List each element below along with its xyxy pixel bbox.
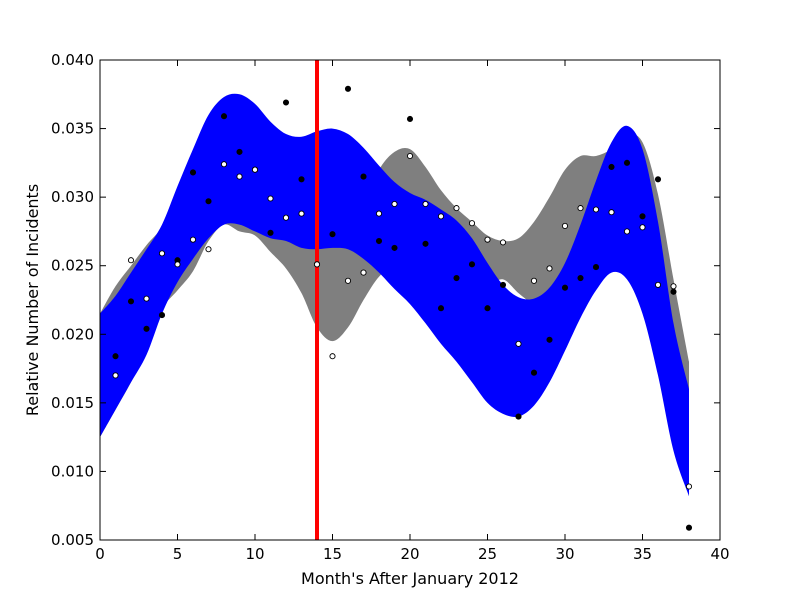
y-axis-ticks: 0.005 0.010 0.015 0.020 0.025 0.030 0.035 0.040	[51, 51, 720, 549]
filled-data-point	[267, 229, 274, 236]
filled-data-point	[623, 159, 631, 166]
x-axis-ticks: 0 5 10 15 20 25 30 35 40	[95, 60, 730, 563]
x-axis-label: Month's After January 2012	[301, 569, 519, 588]
open-data-point	[623, 228, 631, 235]
filled-data-point	[143, 325, 150, 332]
filled-data-point	[189, 169, 197, 176]
filled-data-point	[685, 524, 693, 531]
filled-data-point	[205, 198, 212, 205]
open-data-point	[205, 246, 212, 253]
open-data-point	[468, 220, 476, 227]
x-tick-label: 30	[555, 545, 574, 563]
filled-data-point	[484, 305, 491, 312]
open-data-point	[592, 206, 600, 213]
blue-confidence-band	[100, 93, 689, 497]
open-data-point	[546, 265, 553, 272]
filled-data-point	[360, 173, 367, 180]
open-data-point	[391, 200, 398, 208]
open-data-point	[639, 224, 646, 231]
open-data-point	[484, 236, 491, 243]
filled-data-point	[546, 336, 553, 343]
x-tick-label: 0	[95, 545, 105, 563]
data-points	[112, 85, 693, 531]
open-data-point	[329, 353, 336, 360]
y-tick-label: 0.005	[51, 531, 94, 549]
filled-data-point	[654, 176, 662, 183]
y-axis-label: Relative Number of Incidents	[23, 184, 42, 416]
open-data-point	[127, 257, 135, 264]
open-data-point	[561, 222, 569, 229]
x-tick-label: 40	[710, 545, 729, 563]
filled-data-point	[561, 284, 569, 291]
open-data-point	[220, 161, 228, 168]
open-data-point	[236, 173, 243, 180]
open-data-point	[453, 205, 460, 212]
open-data-point	[530, 277, 538, 284]
x-tick-label: 15	[323, 545, 342, 563]
open-data-point	[499, 239, 507, 246]
open-data-point	[158, 250, 166, 257]
y-tick-label: 0.010	[51, 462, 94, 480]
open-data-point	[437, 213, 445, 220]
x-tick-label: 5	[173, 545, 183, 563]
open-data-point	[143, 295, 150, 302]
filled-data-point	[127, 298, 135, 305]
open-data-point	[422, 200, 429, 208]
open-data-point	[282, 214, 290, 221]
open-data-point	[298, 210, 305, 217]
open-data-point	[375, 210, 383, 217]
filled-data-point	[515, 413, 522, 420]
filled-data-point	[468, 261, 476, 268]
open-data-point	[654, 281, 662, 288]
open-data-point	[313, 261, 321, 268]
confidence-bands	[100, 93, 689, 497]
open-data-point	[608, 209, 615, 216]
filled-data-point	[592, 264, 600, 271]
y-tick-label: 0.035	[51, 120, 94, 138]
open-data-point	[685, 483, 693, 490]
filled-data-point	[375, 237, 383, 245]
y-tick-label: 0.015	[51, 394, 94, 412]
filled-data-point	[391, 244, 398, 251]
x-tick-label: 35	[633, 545, 652, 563]
y-tick-label: 0.030	[51, 188, 94, 206]
open-data-point	[251, 166, 259, 173]
open-data-point	[360, 269, 367, 276]
open-data-point	[577, 205, 584, 212]
filled-data-point	[158, 312, 166, 319]
open-data-point	[344, 277, 352, 284]
filled-data-point	[298, 176, 305, 183]
open-data-point	[189, 236, 197, 243]
x-tick-label: 20	[400, 545, 419, 563]
y-tick-label: 0.025	[51, 257, 94, 275]
filled-data-point	[329, 231, 336, 238]
x-tick-label: 10	[245, 545, 264, 563]
filled-data-point	[499, 281, 507, 288]
filled-data-point	[112, 353, 119, 360]
open-data-point	[174, 261, 181, 268]
open-data-point	[670, 283, 677, 290]
filled-data-point	[282, 99, 290, 106]
filled-data-point	[344, 85, 352, 92]
open-data-point	[112, 372, 119, 379]
filled-data-point	[670, 288, 677, 295]
y-tick-label: 0.040	[51, 51, 94, 69]
filled-data-point	[577, 275, 584, 282]
open-data-point	[515, 340, 522, 347]
x-tick-label: 25	[478, 545, 497, 563]
y-tick-label: 0.020	[51, 325, 94, 343]
filled-data-point	[608, 163, 615, 171]
filled-data-point	[453, 275, 460, 282]
filled-data-point	[530, 369, 538, 376]
filled-data-point	[639, 213, 646, 220]
filled-data-point	[437, 305, 445, 312]
open-data-point	[267, 195, 274, 202]
filled-data-point	[406, 115, 414, 123]
filled-data-point	[220, 113, 228, 120]
filled-data-point	[236, 148, 243, 155]
open-data-point	[406, 152, 414, 160]
filled-data-point	[422, 240, 429, 247]
